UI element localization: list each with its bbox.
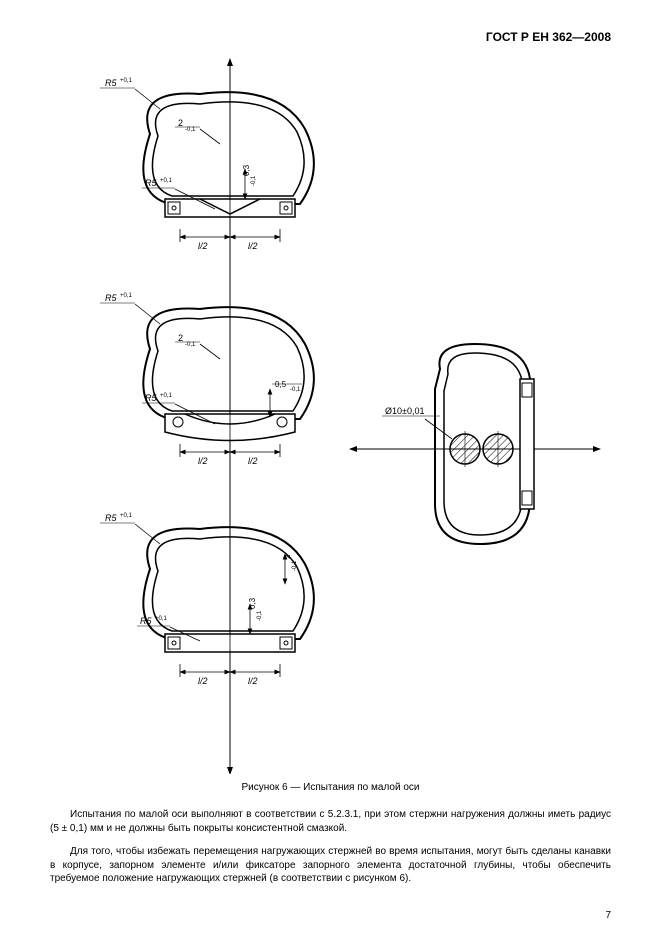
svg-text:0,3: 0,3 — [248, 597, 257, 609]
svg-text:+0,1: +0,1 — [120, 293, 133, 299]
svg-text:l/2: l/2 — [198, 456, 208, 466]
svg-text:R5: R5 — [145, 393, 157, 403]
paragraph-1: Испытания по малой оси выполняют в соотв… — [50, 808, 611, 835]
figure-caption: Рисунок 6 — Испытания по малой оси — [50, 782, 611, 793]
svg-text:R5: R5 — [105, 513, 117, 523]
svg-text:-0,1: -0,1 — [257, 610, 263, 621]
svg-text:+0,1: +0,1 — [120, 78, 133, 84]
svg-text:Ø10±0,01: Ø10±0,01 — [385, 406, 424, 416]
svg-text:R5: R5 — [145, 178, 157, 188]
figure-6: R5 +0,1 2 -0,1 0,3 -0,1 R5 +0,1 — [50, 54, 611, 774]
middle-view: R5 +0,1 2 -0,1 0,5 -0,1 R5 +0,1 — [100, 293, 314, 466]
svg-text:0,3: 0,3 — [242, 164, 251, 176]
svg-text:l/2: l/2 — [198, 241, 208, 251]
page-number: 7 — [605, 910, 611, 921]
svg-text:-0,1: -0,1 — [185, 127, 196, 133]
paragraph-2: Для того, чтобы избежать перемещения наг… — [50, 845, 611, 886]
svg-text:-0,1: -0,1 — [251, 175, 257, 186]
svg-text:l/2: l/2 — [248, 456, 258, 466]
svg-text:-0,1: -0,1 — [185, 342, 196, 348]
side-view: Ø10±0,01 — [350, 344, 600, 544]
svg-text:0,5: 0,5 — [275, 380, 287, 389]
svg-text:l/2: l/2 — [248, 676, 258, 686]
svg-text:-0,1: -0,1 — [290, 387, 301, 393]
svg-text:2: 2 — [178, 118, 183, 128]
svg-text:R5: R5 — [105, 293, 117, 303]
top-view: R5 +0,1 2 -0,1 0,3 -0,1 R5 +0,1 — [100, 78, 314, 251]
svg-text:R5: R5 — [105, 78, 117, 88]
document-header: ГОСТ Р ЕН 362—2008 — [50, 30, 611, 44]
svg-text:+0,1: +0,1 — [155, 616, 168, 622]
svg-text:R5: R5 — [140, 616, 152, 626]
svg-text:l/2: l/2 — [248, 241, 258, 251]
svg-text:+0,1: +0,1 — [160, 393, 173, 399]
svg-text:2: 2 — [283, 554, 292, 559]
svg-text:l/2: l/2 — [198, 676, 208, 686]
svg-text:+0,1: +0,1 — [120, 513, 133, 519]
svg-text:-0,1: -0,1 — [292, 560, 298, 571]
bottom-view: R5 +0,1 2 -0,1 0,3 -0,1 R5 +0,1 — [100, 513, 314, 686]
svg-text:2: 2 — [178, 333, 183, 343]
svg-text:+0,1: +0,1 — [160, 178, 173, 184]
